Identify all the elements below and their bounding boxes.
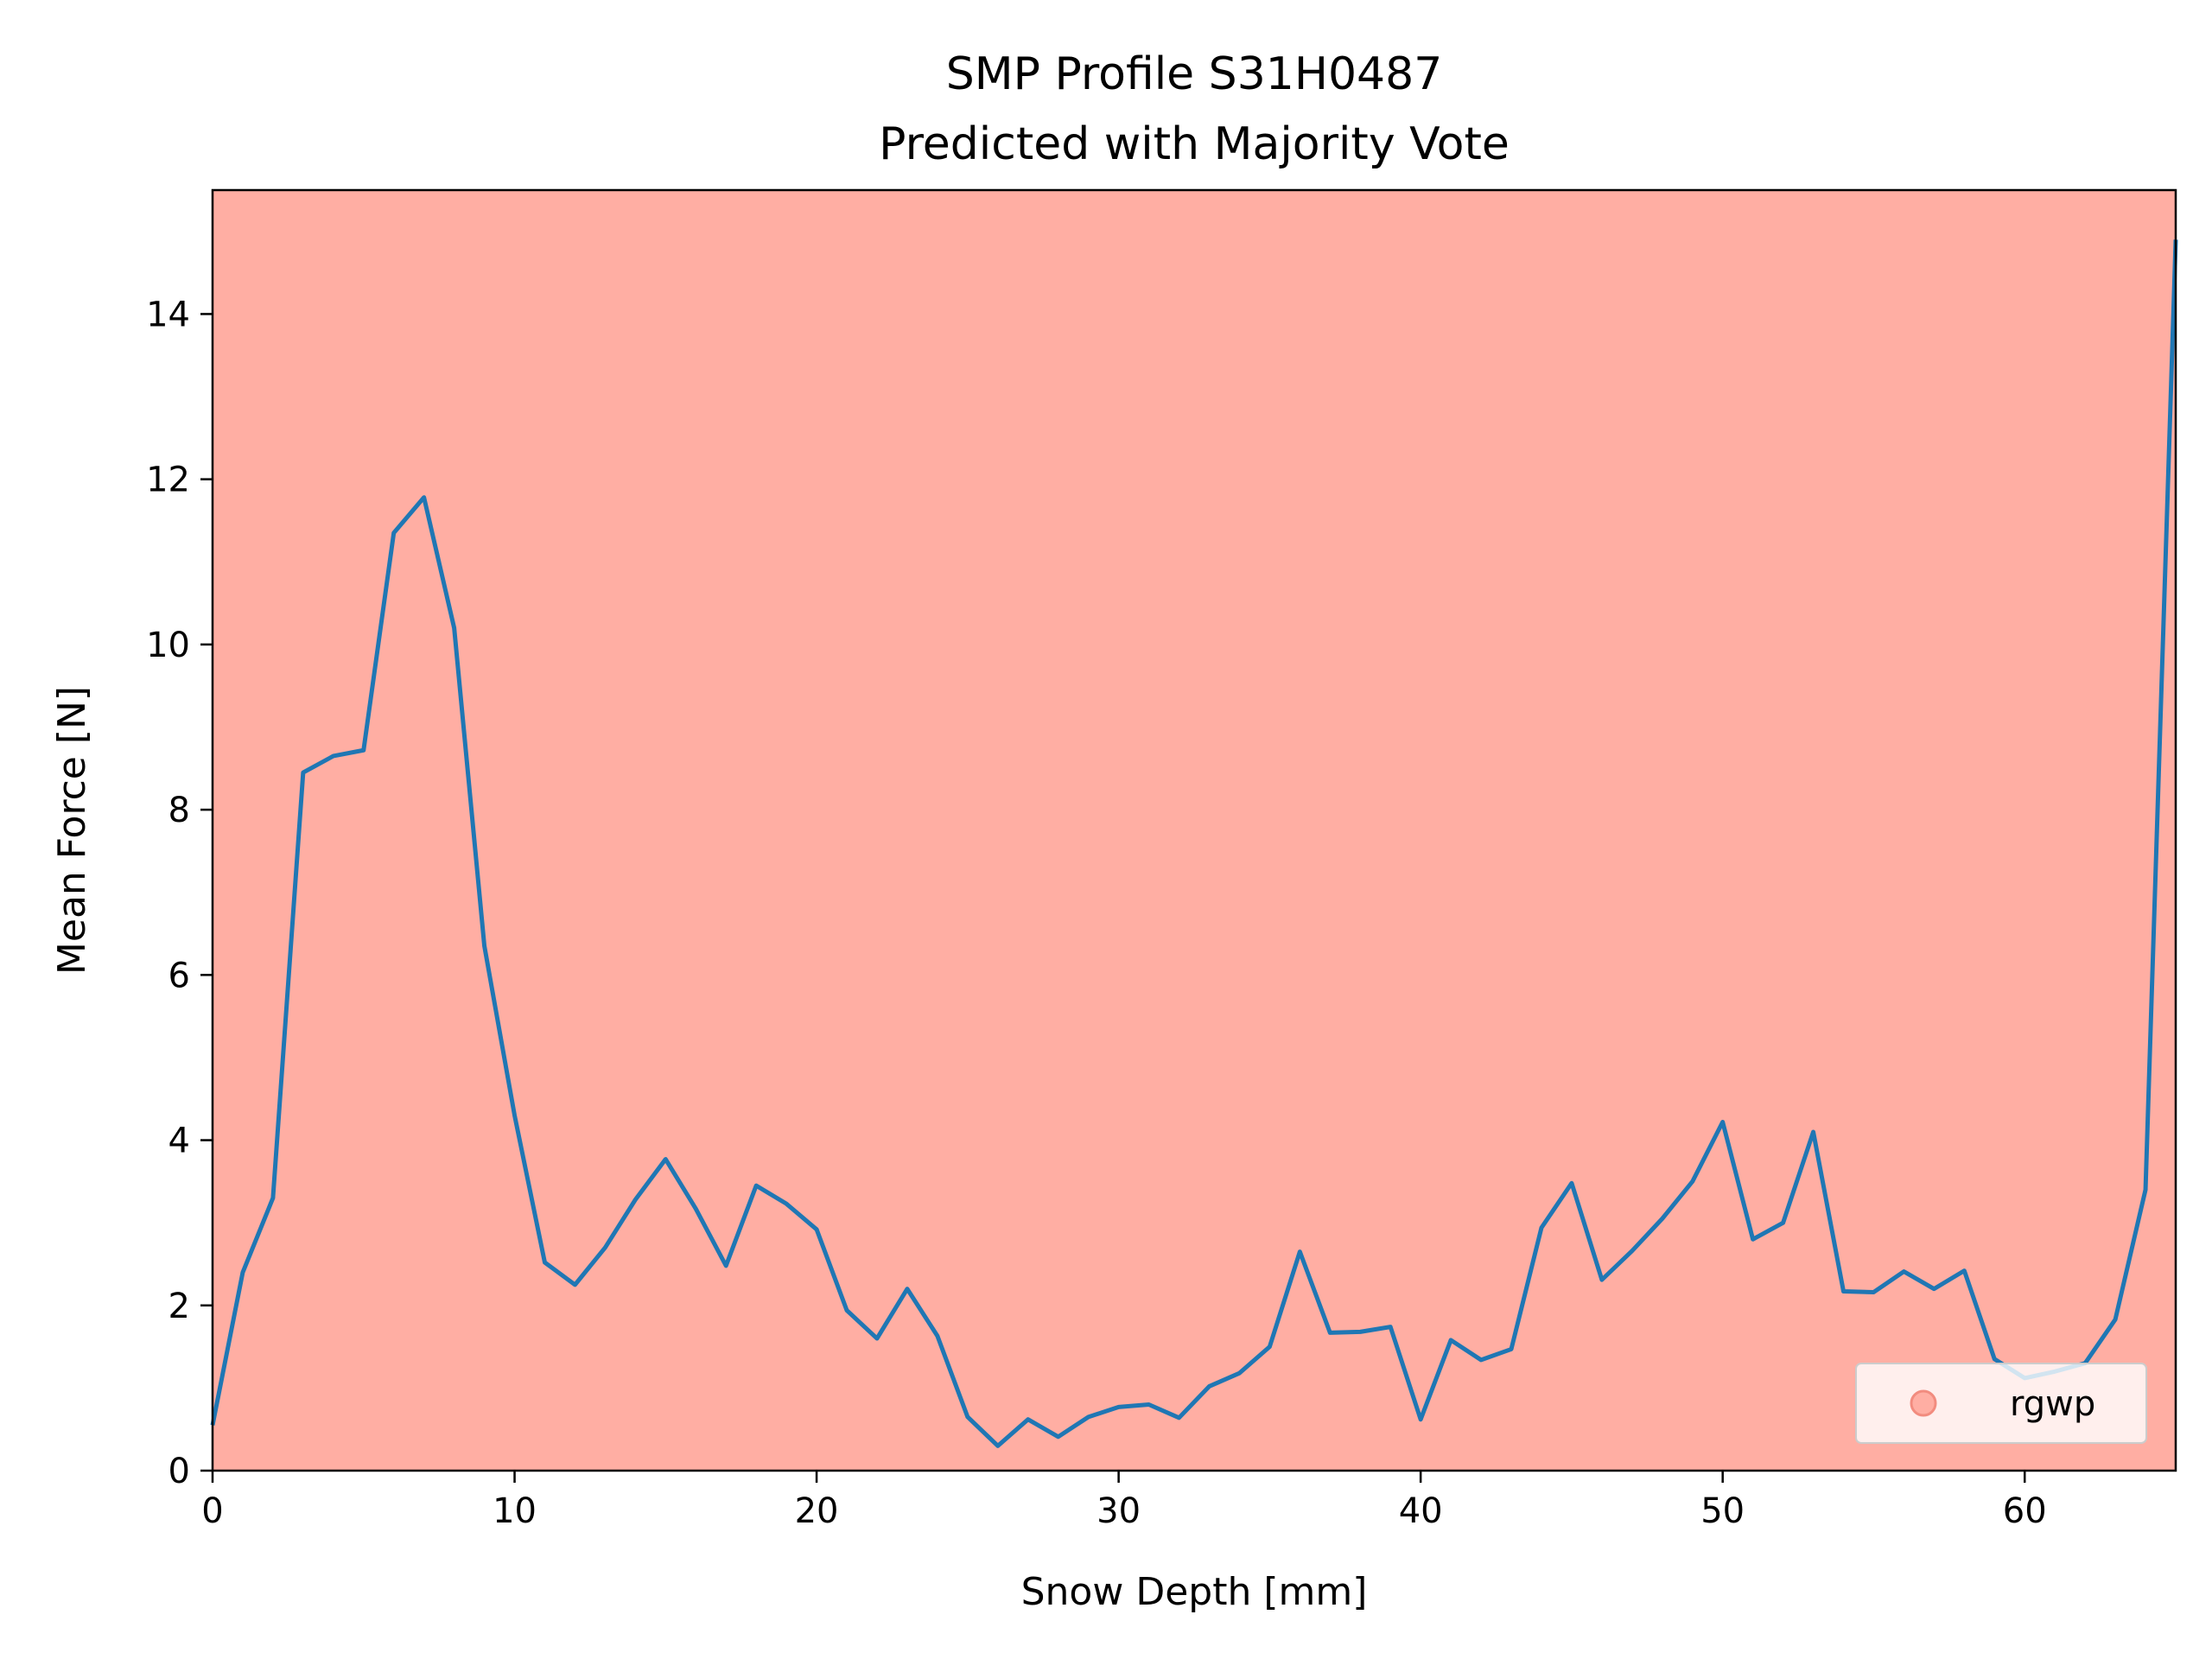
legend-label-rgwp: rgwp xyxy=(2010,1384,2095,1424)
x-tick-label-0: 0 xyxy=(201,1491,223,1531)
series-line-0 xyxy=(210,239,2178,1448)
x-axis: 0 10 20 30 40 50 60 xyxy=(201,1471,2047,1531)
plot-frame xyxy=(211,188,2177,1472)
y-tick-label-12: 12 xyxy=(146,461,190,500)
x-tick-label-10: 10 xyxy=(493,1491,537,1531)
x-tick-label-40: 40 xyxy=(1399,1491,1443,1531)
legend: rgwp xyxy=(1855,1363,2147,1444)
y-tick-label-2: 2 xyxy=(168,1287,190,1326)
x-tick-label-30: 30 xyxy=(1096,1491,1141,1531)
x-axis-label: Snow Depth [mm] xyxy=(1021,1570,1368,1614)
y-tick-label-8: 8 xyxy=(168,791,190,830)
y-axis: 0 2 4 6 8 10 12 14 xyxy=(146,295,213,1491)
x-tick-label-50: 50 xyxy=(1700,1491,1745,1531)
y-tick-label-6: 6 xyxy=(168,956,190,995)
x-tick-label-20: 20 xyxy=(795,1491,839,1531)
y-tick-label-4: 4 xyxy=(168,1122,190,1161)
y-tick-label-0: 0 xyxy=(168,1452,190,1491)
legend-box xyxy=(1855,1363,2147,1444)
series-layer xyxy=(210,239,2178,1448)
plot-background xyxy=(213,190,2176,1471)
chart-subtitle: Predicted with Majority Vote xyxy=(879,118,1510,170)
y-tick-label-14: 14 xyxy=(146,295,190,334)
legend-marker-rgwp xyxy=(1910,1389,1937,1417)
y-tick-label-10: 10 xyxy=(146,626,190,665)
y-axis-label: Mean Force [N] xyxy=(50,686,94,975)
chart-title: SMP Profile S31H0487 xyxy=(946,48,1443,100)
x-tick-label-60: 60 xyxy=(2003,1491,2047,1531)
